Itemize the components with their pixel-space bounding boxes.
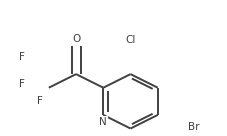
Text: N: N — [99, 117, 107, 127]
Text: O: O — [72, 34, 80, 44]
Text: F: F — [37, 96, 43, 106]
Text: Cl: Cl — [125, 35, 136, 45]
Text: Br: Br — [188, 122, 200, 132]
Text: F: F — [19, 52, 25, 62]
Text: F: F — [19, 79, 25, 89]
